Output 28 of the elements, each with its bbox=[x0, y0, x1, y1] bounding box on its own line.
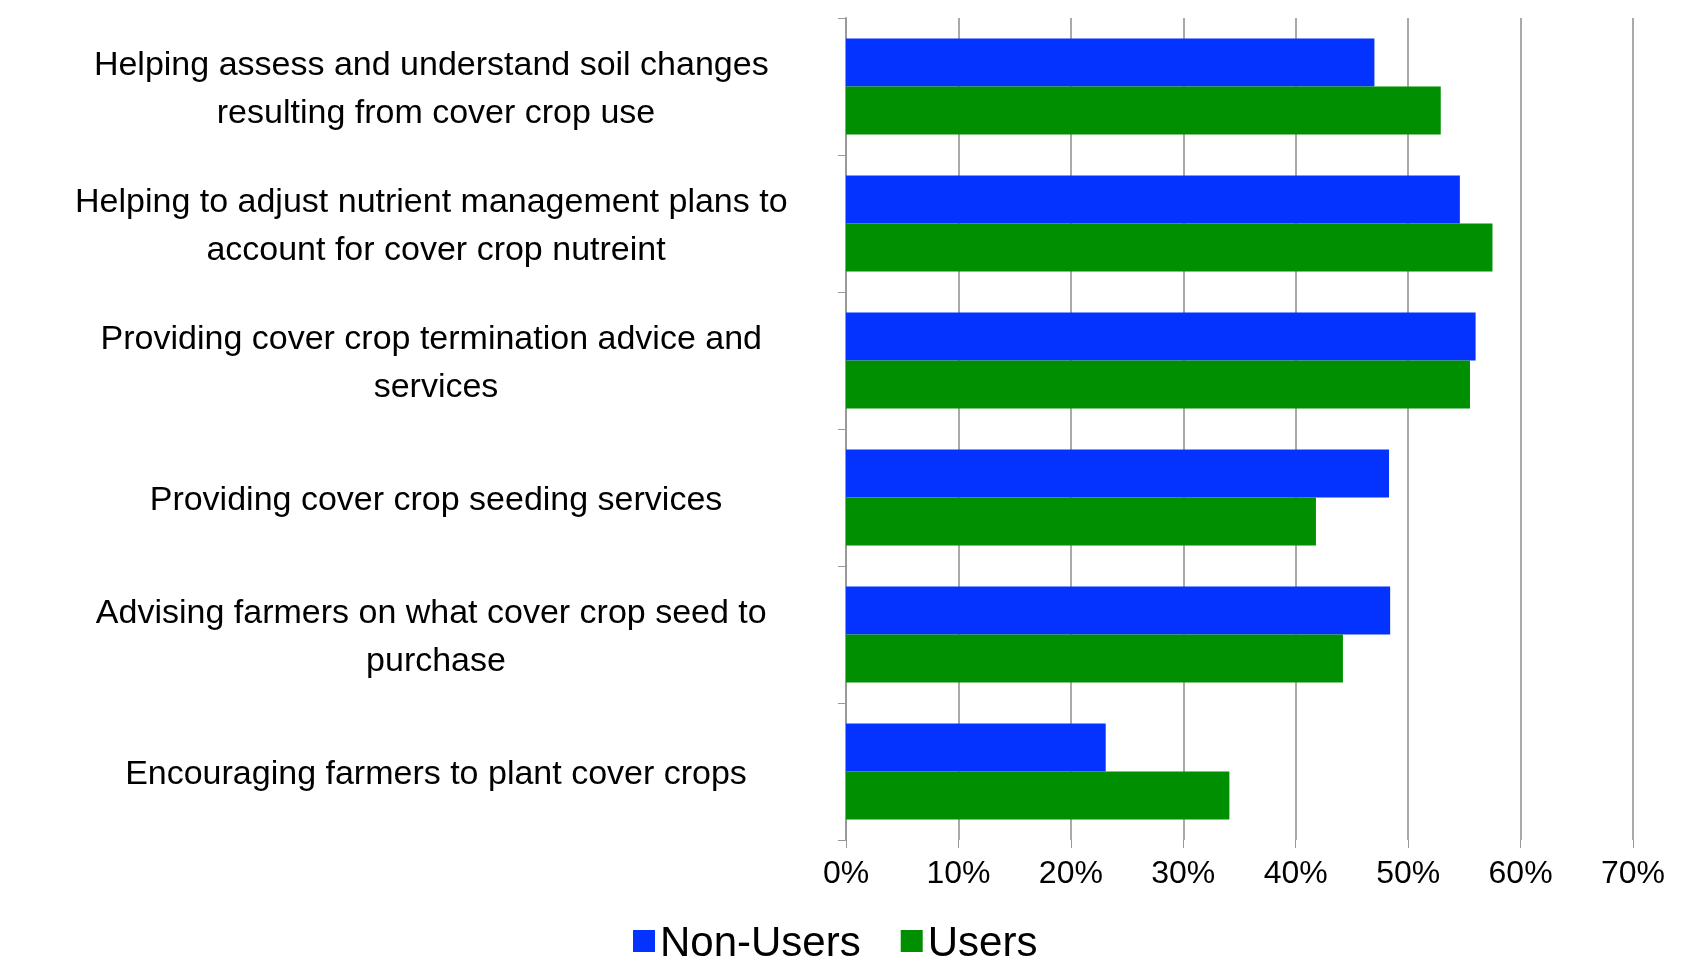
y-tick-label: Helping assess and understand soil changes resulting from cover crop use bbox=[93, 43, 779, 130]
bar bbox=[846, 723, 1106, 772]
bar bbox=[846, 771, 1230, 820]
bar bbox=[846, 497, 1316, 546]
x-tick-label: 0% bbox=[822, 854, 870, 890]
y-tick-label: Providing cover crop seeding services bbox=[149, 478, 723, 517]
bar bbox=[846, 175, 1460, 224]
x-tick-label: 20% bbox=[1038, 854, 1103, 890]
x-tick-label: 10% bbox=[926, 854, 991, 890]
bar bbox=[846, 586, 1391, 635]
bar bbox=[846, 449, 1390, 498]
y-tick-label: Providing cover crop termination advice and services bbox=[100, 317, 772, 404]
bar bbox=[846, 38, 1375, 87]
y-tick-label: Encouraging farmers to plant cover crops bbox=[125, 752, 747, 791]
bar bbox=[846, 86, 1441, 135]
x-tick-label: 30% bbox=[1151, 854, 1216, 890]
x-tick-label: 70% bbox=[1600, 854, 1666, 890]
bar bbox=[846, 312, 1476, 361]
bar bbox=[846, 634, 1343, 683]
bar bbox=[846, 360, 1470, 409]
y-tick-label: Helping to adjust nutrient management plans to account for cover crop nutreint bbox=[74, 180, 798, 267]
x-tick-label: 40% bbox=[1263, 854, 1328, 890]
legend-label: Users bbox=[927, 917, 1038, 965]
legend-label: Non-Users bbox=[660, 917, 861, 965]
bar bbox=[846, 223, 1493, 272]
x-tick-label: 60% bbox=[1488, 854, 1553, 890]
x-tick-label: 50% bbox=[1376, 854, 1441, 890]
y-tick-label: Advising farmers on what cover crop seed to purchase bbox=[95, 591, 777, 678]
